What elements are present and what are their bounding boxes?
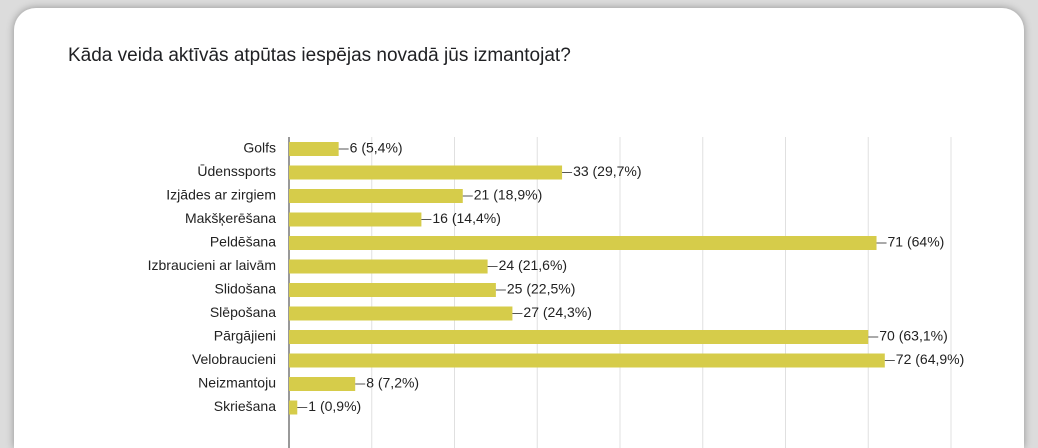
chart-title: Kāda veida aktīvās atpūtas iespējas nova… — [68, 45, 571, 66]
category-label: Skriešana — [214, 398, 276, 414]
bar — [289, 165, 563, 180]
bar — [289, 236, 877, 250]
value-label: 25 (22,5%) — [507, 281, 575, 297]
category-label: Velobraucieni — [192, 351, 276, 367]
value-label: 33 (29,7%) — [573, 163, 641, 179]
value-label: 1 (0,9%) — [308, 398, 361, 414]
bar — [289, 283, 496, 297]
bar — [289, 142, 339, 156]
category-label: Golfs — [243, 140, 276, 156]
value-label: 71 (64%) — [888, 234, 945, 250]
category-label: Slēpošana — [210, 304, 276, 320]
category-label: Izjādes ar zirgiem — [166, 187, 276, 203]
value-label: 72 (64,9%) — [896, 351, 964, 367]
bar — [289, 212, 422, 227]
bar — [289, 400, 298, 415]
category-label: Neizmantoju — [198, 375, 276, 391]
value-label: 24 (21,6%) — [499, 257, 567, 273]
chart: Kāda veida aktīvās atpūtas iespējas nova… — [68, 45, 964, 448]
value-label: 16 (14,4%) — [432, 210, 500, 226]
value-label: 21 (18,9%) — [474, 187, 542, 203]
page: {"chart_data": {"type": "bar", "orientat… — [14, 8, 1024, 448]
value-label: 8 (7,2%) — [366, 375, 419, 391]
bar — [289, 353, 885, 368]
value-label: 27 (24,3%) — [523, 304, 591, 320]
bar — [289, 189, 463, 203]
category-label: Makšķerēšana — [185, 210, 276, 226]
bar — [289, 377, 356, 391]
card: Kāda veida aktīvās atpūtas iespējas nova… — [14, 8, 1024, 448]
category-label: Peldēšana — [210, 234, 276, 250]
bar — [289, 306, 513, 321]
bar — [289, 330, 869, 344]
category-label: Pārgājieni — [214, 328, 276, 344]
value-label: 6 (5,4%) — [350, 140, 403, 156]
category-label: Slidošana — [215, 281, 277, 297]
value-label: 70 (63,1%) — [879, 328, 947, 344]
bar — [289, 259, 488, 274]
category-label: Ūdenssports — [197, 163, 276, 179]
category-label: Izbraucieni ar laivām — [148, 257, 276, 273]
